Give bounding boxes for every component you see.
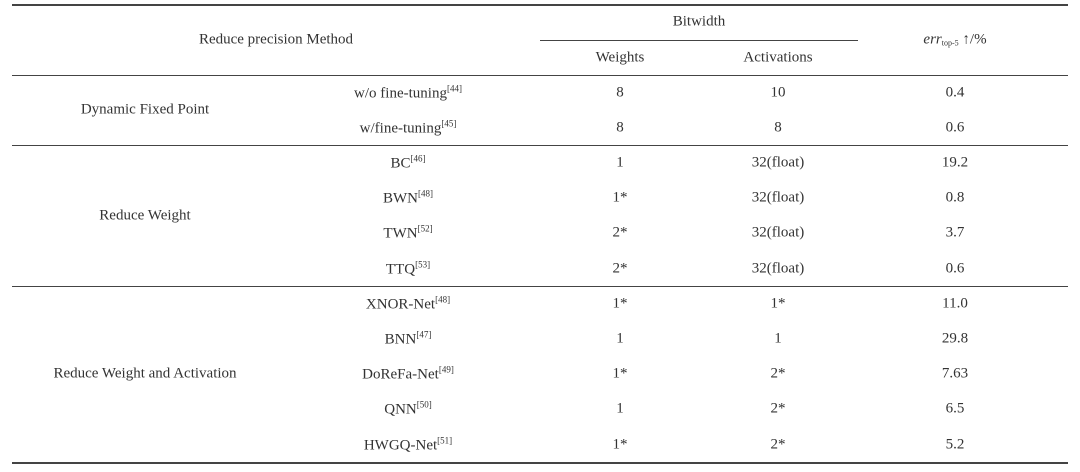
err-sub: top-5 [941, 38, 959, 48]
method-cell: XNOR-Net[48] [366, 294, 450, 313]
weights-cell: 2* [612, 224, 628, 241]
weights-cell: 1* [612, 436, 628, 453]
method-cell: DoReFa-Net[49] [362, 365, 454, 384]
method-header: Reduce precision Method [198, 31, 354, 48]
err-cell: 29.8 [941, 330, 969, 347]
err-cell: 3.7 [945, 224, 965, 241]
activations-cell: 32(float) [751, 154, 805, 171]
weights-cell: 1* [612, 295, 628, 312]
reference: [53] [415, 259, 431, 270]
err-cell: 19.2 [941, 154, 969, 171]
method-cell: TWN[52] [383, 224, 432, 243]
err-cell: 6.5 [945, 400, 965, 417]
method-cell: QNN[50] [384, 400, 432, 419]
err-header: errtop-5 ↑/% [923, 32, 986, 49]
method-cell: BNN[47] [385, 330, 432, 349]
weights-cell: 2* [612, 260, 628, 277]
method-name: DoReFa-Net [362, 366, 439, 383]
weights-cell: 1 [616, 154, 624, 171]
activations-cell: 32(float) [751, 224, 805, 241]
method-cell: TTQ[53] [386, 259, 430, 278]
weights-cell: 1 [616, 330, 624, 347]
err-main: err [923, 31, 942, 48]
method-name: TTQ [385, 261, 416, 278]
activations-cell: 2* [770, 400, 786, 417]
method-name: BNN [384, 331, 417, 348]
method-name: BC [390, 155, 411, 172]
reference: [48] [418, 188, 433, 199]
reference: [49] [438, 364, 454, 375]
activations-cell: 10 [770, 84, 786, 101]
err-cell: 7.63 [941, 365, 969, 382]
reference: [52] [417, 223, 433, 234]
weights-cell: 1* [612, 365, 628, 382]
reference: [46] [410, 153, 426, 164]
method-name: XNOR-Net [365, 296, 436, 313]
activations-cell: 1 [774, 330, 782, 347]
activations-header: Activations [743, 49, 813, 66]
group-rule [12, 286, 1068, 288]
group-rule [12, 145, 1068, 147]
bottom-rule [12, 462, 1068, 465]
activations-cell: 2* [770, 436, 786, 453]
bitwidth-header: Bitwidth [672, 13, 726, 30]
reference: [47] [416, 329, 432, 340]
weights-cell: 1 [616, 400, 624, 417]
reference: [50] [416, 399, 432, 410]
reference: [45] [441, 118, 457, 129]
method-cell: HWGQ-Net[51] [364, 435, 452, 454]
err-cell: 0.6 [945, 119, 965, 136]
err-suffix: ↑/% [962, 31, 987, 48]
method-name: TWN [383, 225, 418, 242]
top-rule [12, 4, 1068, 6]
method-name: w/fine-tuning [359, 120, 442, 137]
method-name: BWN [383, 190, 418, 207]
method-cell: BC[46] [390, 154, 425, 173]
activations-cell: 8 [774, 119, 782, 136]
weights-cell: 8 [616, 84, 624, 101]
method-cell: w/fine-tuning[45] [360, 118, 457, 137]
method-name: HWGQ-Net [363, 437, 438, 454]
bitwidth-rule [540, 40, 858, 41]
reference: [44] [446, 83, 462, 94]
err-cell: 11.0 [942, 295, 968, 312]
activations-cell: 2* [770, 365, 786, 382]
activations-cell: 1* [770, 295, 786, 312]
method-name: w/o fine-tuning [354, 85, 447, 102]
header-rule [12, 75, 1068, 76]
err-cell: 0.8 [945, 189, 965, 206]
weights-header: Weights [595, 49, 645, 66]
group-name: Reduce Weight [99, 207, 191, 224]
err-cell: 0.6 [945, 260, 965, 277]
method-name: QNN [384, 401, 417, 418]
activations-cell: 32(float) [751, 260, 805, 277]
method-cell: BWN[48] [383, 189, 433, 208]
group-name: Reduce Weight and Activation [53, 365, 237, 382]
group-name: Dynamic Fixed Point [80, 101, 210, 118]
activations-cell: 32(float) [751, 189, 805, 206]
err-cell: 5.2 [945, 436, 965, 453]
reference: [51] [437, 435, 453, 446]
method-cell: w/o fine-tuning[44] [354, 83, 462, 102]
weights-cell: 8 [616, 119, 624, 136]
weights-cell: 1* [612, 189, 628, 206]
err-cell: 0.4 [945, 84, 965, 101]
reference: [48] [435, 294, 451, 305]
